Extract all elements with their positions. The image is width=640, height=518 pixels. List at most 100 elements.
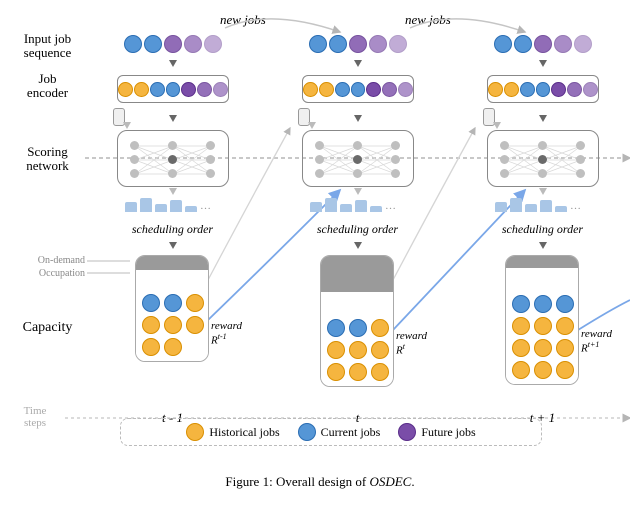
score-bar xyxy=(125,202,137,212)
current-job-icon xyxy=(327,319,345,337)
historical-job-icon xyxy=(534,339,552,357)
historical-job-icon xyxy=(512,339,530,357)
current-job-icon xyxy=(536,82,551,97)
score-bars: … xyxy=(310,198,405,212)
score-bar xyxy=(140,198,152,212)
nn-node-icon xyxy=(538,141,547,150)
arrow-icon xyxy=(169,60,177,67)
nn-node-icon xyxy=(391,155,400,164)
nn-node-icon xyxy=(168,155,177,164)
current-job-icon xyxy=(514,35,532,53)
capacity-box xyxy=(135,255,209,362)
figure-caption: Figure 1: Overall design of OSDEC. xyxy=(10,474,630,490)
current-job-icon xyxy=(150,82,165,97)
historical-job-icon xyxy=(534,361,552,379)
label-ondemand: On-demand xyxy=(10,255,85,266)
nn-node-icon xyxy=(576,169,585,178)
nn-node-icon xyxy=(130,155,139,164)
job-slots xyxy=(321,292,393,386)
historical-job-icon xyxy=(319,82,334,97)
score-bar xyxy=(185,206,197,212)
future-job-icon xyxy=(184,35,202,53)
historical-job-icon xyxy=(349,363,367,381)
legend-future-label: Future jobs xyxy=(421,425,475,440)
scheduling-order-label: scheduling order xyxy=(465,222,620,237)
future-job-icon xyxy=(583,82,598,97)
nn-node-icon xyxy=(391,169,400,178)
score-bar xyxy=(340,204,352,212)
score-bar xyxy=(495,202,507,212)
nn-node-icon xyxy=(353,155,362,164)
current-job-icon xyxy=(329,35,347,53)
nn-node-icon xyxy=(315,141,324,150)
historical-job-icon xyxy=(556,339,574,357)
historical-job-icon xyxy=(186,294,204,312)
ellipsis-icon: … xyxy=(385,200,396,212)
current-job-icon xyxy=(349,319,367,337)
historical-dot-icon xyxy=(186,423,204,441)
label-input-job: Input job sequence xyxy=(10,32,85,61)
score-bar xyxy=(540,200,552,212)
current-job-icon xyxy=(494,35,512,53)
future-job-icon xyxy=(574,35,592,53)
arrow-icon xyxy=(539,188,547,195)
job-encoder-box xyxy=(302,75,414,103)
score-bar xyxy=(355,200,367,212)
future-job-icon xyxy=(197,82,212,97)
future-job-icon xyxy=(567,82,582,97)
job-encoder-box xyxy=(117,75,229,103)
arrow-icon xyxy=(354,60,362,67)
current-job-icon xyxy=(166,82,181,97)
historical-job-icon xyxy=(534,317,552,335)
legend: Historical jobs Current jobs Future jobs xyxy=(120,418,542,446)
future-job-icon xyxy=(164,35,182,53)
nn-node-icon xyxy=(315,155,324,164)
occupation-region xyxy=(506,256,578,268)
input-jobs-row xyxy=(280,35,435,53)
nn-node-icon xyxy=(538,169,547,178)
current-job-icon xyxy=(556,295,574,313)
arrow-icon xyxy=(493,122,501,129)
current-job-icon xyxy=(512,295,530,313)
historical-job-icon xyxy=(504,82,519,97)
arrow-icon xyxy=(354,115,362,122)
arrow-icon xyxy=(354,242,362,249)
historical-job-icon xyxy=(134,82,149,97)
label-capacity: Capacity xyxy=(10,320,85,335)
arrow-icon xyxy=(169,115,177,122)
nn-node-icon xyxy=(168,169,177,178)
current-job-icon xyxy=(309,35,327,53)
nn-node-icon xyxy=(353,169,362,178)
future-job-icon xyxy=(551,82,566,97)
future-job-icon xyxy=(366,82,381,97)
historical-job-icon xyxy=(303,82,318,97)
future-job-icon xyxy=(389,35,407,53)
historical-job-icon xyxy=(512,317,530,335)
historical-job-icon xyxy=(186,316,204,334)
input-jobs-row xyxy=(95,35,250,53)
scheduling-order-label: scheduling order xyxy=(280,222,435,237)
arrow-icon xyxy=(539,242,547,249)
score-bar xyxy=(310,202,322,212)
current-job-icon xyxy=(144,35,162,53)
future-dot-icon xyxy=(398,423,416,441)
future-job-icon xyxy=(398,82,413,97)
legend-future: Future jobs xyxy=(398,423,475,441)
job-slots xyxy=(506,268,578,384)
score-bar xyxy=(555,206,567,212)
score-bars: … xyxy=(495,198,590,212)
nn-node-icon xyxy=(576,141,585,150)
reward-label: rewardRt+1 xyxy=(581,328,612,355)
timestep-column: …scheduling orderrewardRt+1t + 1 xyxy=(465,10,620,470)
nn-node-icon xyxy=(576,155,585,164)
historical-job-icon xyxy=(512,361,530,379)
reward-label: rewardRt xyxy=(396,330,427,357)
historical-job-icon xyxy=(371,363,389,381)
nn-node-icon xyxy=(391,141,400,150)
score-bar xyxy=(510,198,522,212)
current-job-icon xyxy=(142,294,160,312)
current-dot-icon xyxy=(298,423,316,441)
input-jobs-row xyxy=(465,35,620,53)
job-encoder-box xyxy=(487,75,599,103)
current-job-icon xyxy=(534,295,552,313)
